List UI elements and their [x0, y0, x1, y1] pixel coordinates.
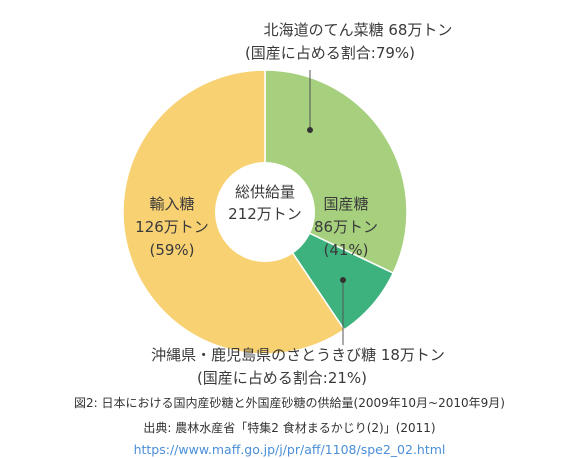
center-label-value: 212万トン [228, 205, 302, 223]
leader-dot-okinawa [340, 277, 346, 283]
slice-label-okinawa: 沖縄県・鹿児島県のさとうきび糖 18万トン [151, 346, 445, 364]
leader-dot-hokkaido [307, 127, 313, 133]
slice-share-okinawa: (国産に占める割合:21%) [197, 369, 367, 387]
source-caption: 出典: 農林水産省「特集2 食材まるかじり(2)」(2011) [143, 421, 436, 435]
center-label-title: 総供給量 [235, 183, 295, 201]
slice-label-import-name: 輸入糖 [149, 195, 194, 213]
slice-label-import-pct: (59%) [149, 241, 194, 259]
slice-label-hokkaido: 北海道のてん菜糖 68万トン [264, 21, 453, 39]
group-label-domestic-value: 86万トン [314, 218, 378, 236]
source-url-link[interactable]: https://www.maff.go.jp/j/pr/aff/1108/spe… [133, 442, 446, 457]
figure-caption: 図2: 日本における国内産砂糖と外国産砂糖の供給量(2009年10月~2010年… [74, 396, 505, 410]
group-label-domestic-pct: (41%) [323, 241, 368, 259]
slice-label-import-value: 126万トン [135, 218, 209, 236]
group-label-domestic-name: 国産糖 [323, 195, 368, 213]
slice-share-hokkaido: (国産に占める割合:79%) [245, 44, 415, 62]
donut-hole [215, 162, 315, 262]
